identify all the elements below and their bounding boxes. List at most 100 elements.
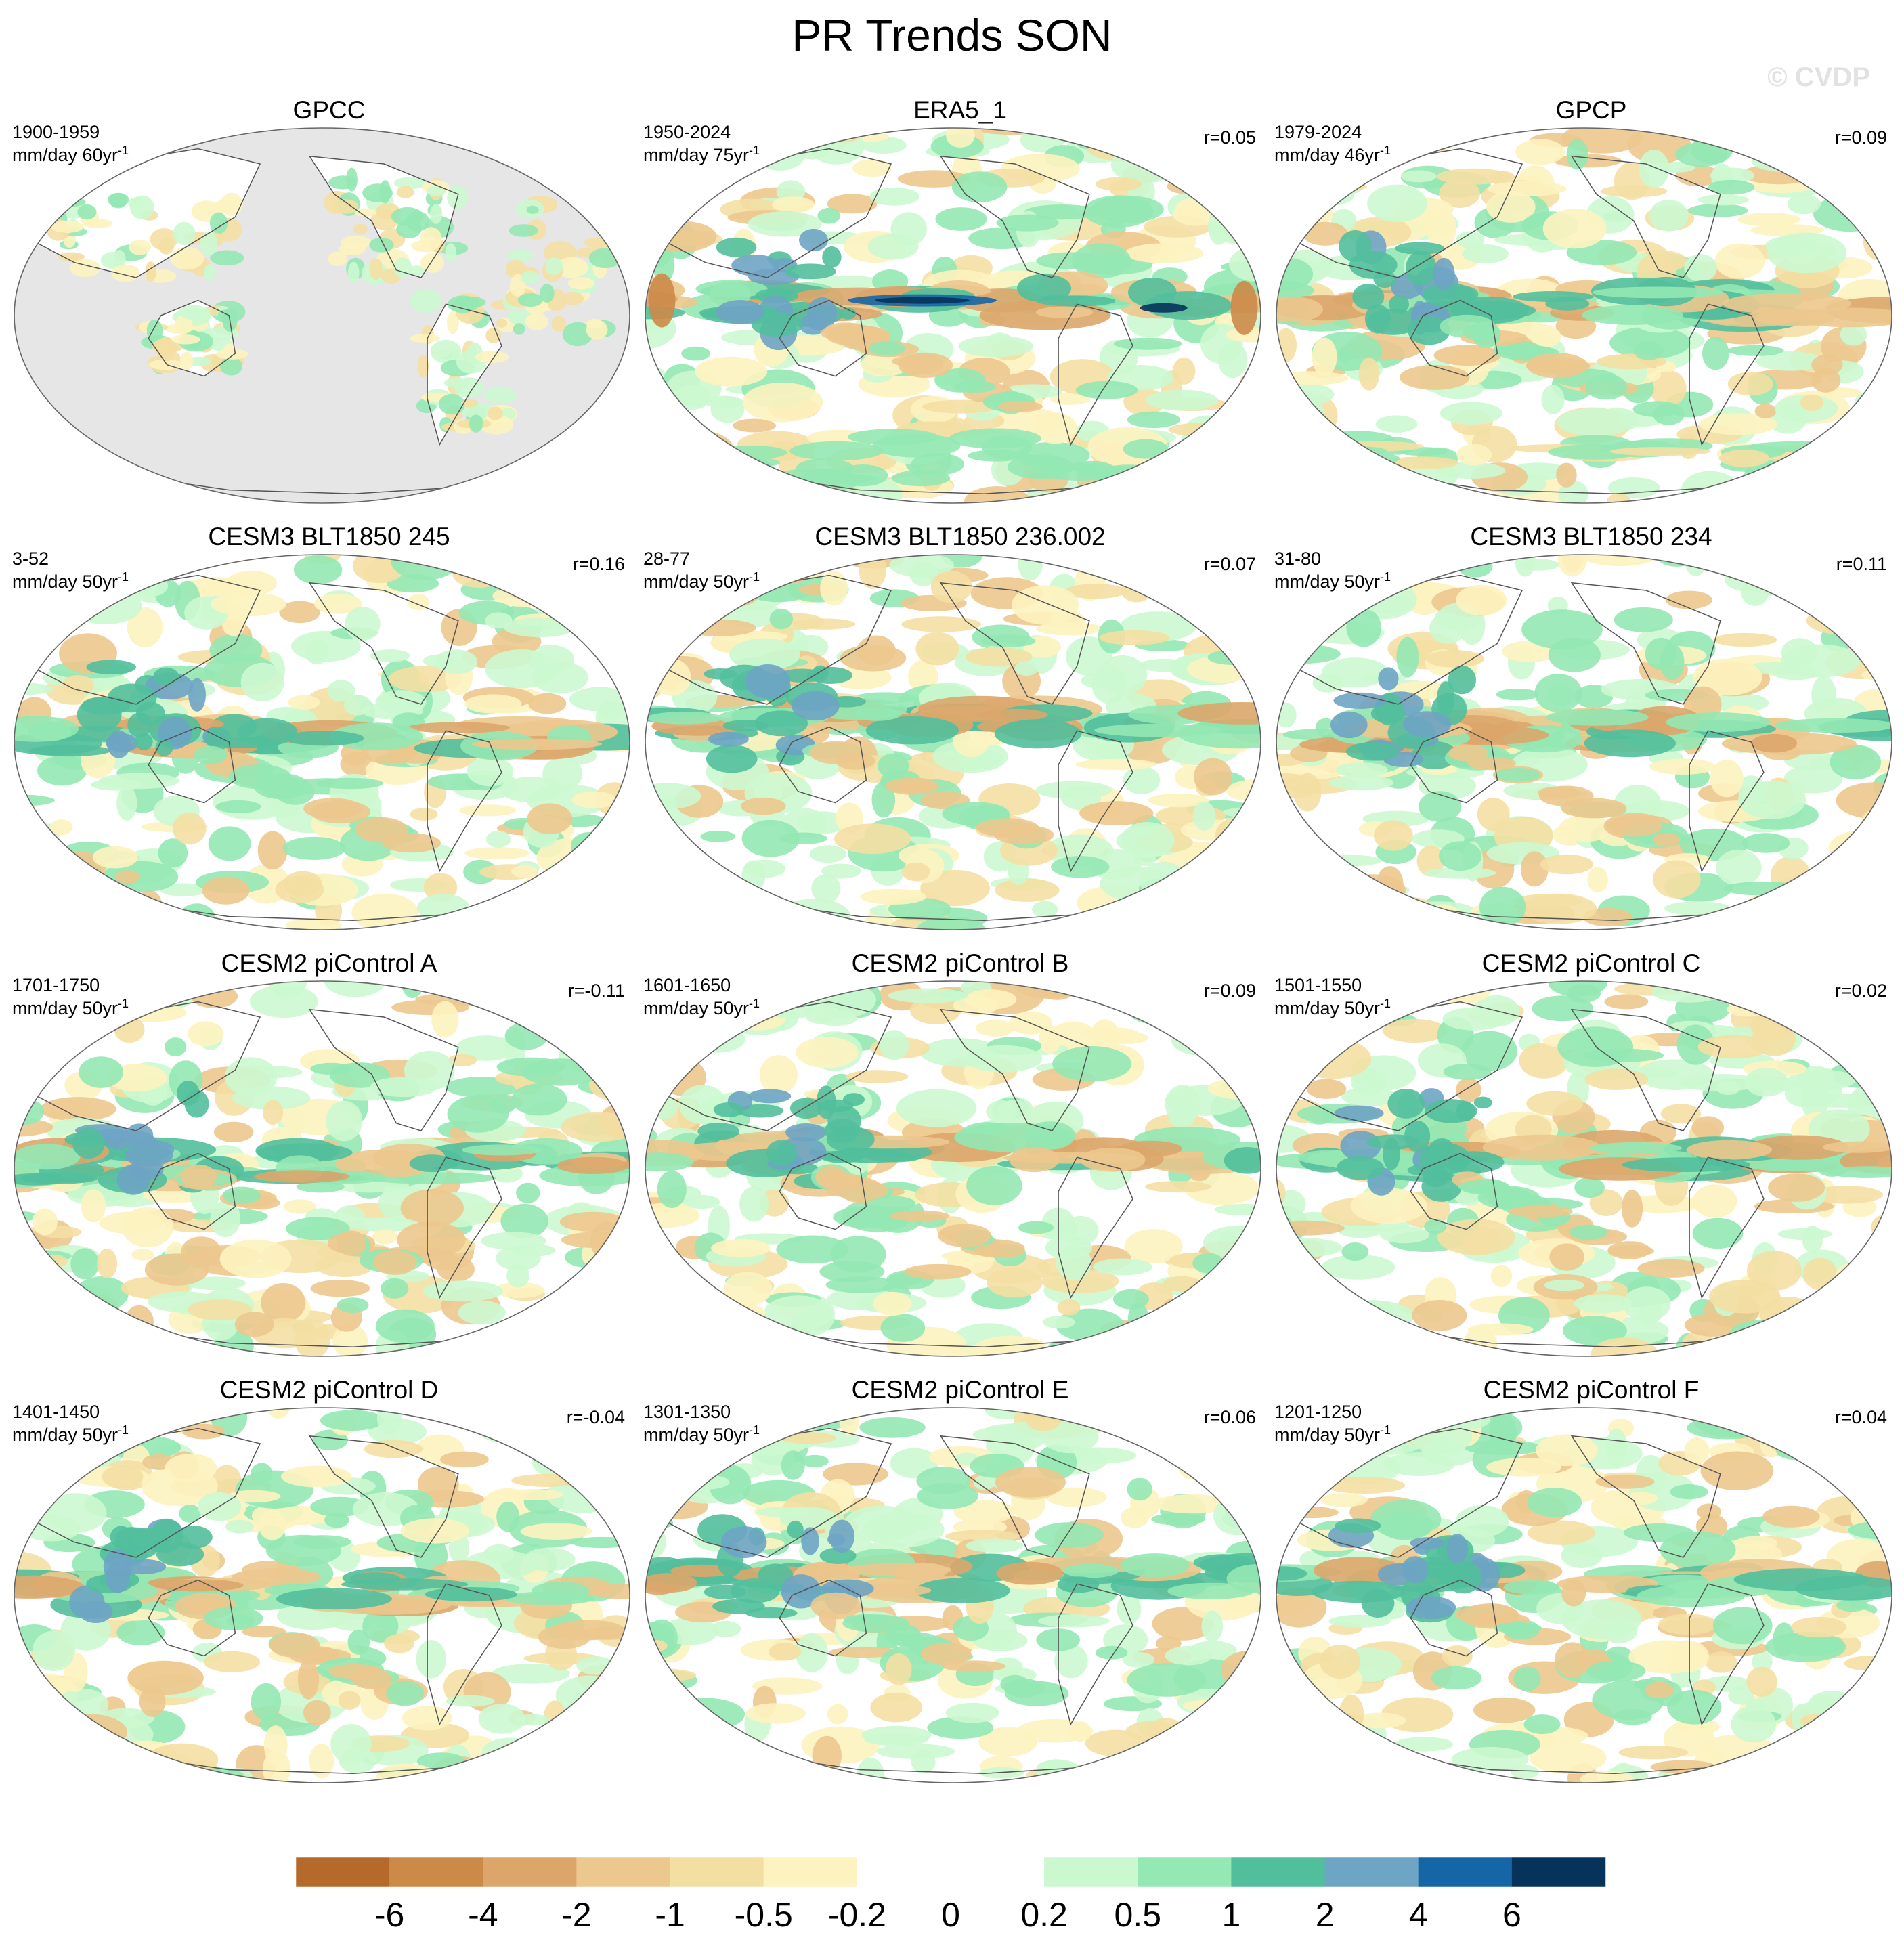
trend-cell xyxy=(1345,742,1400,761)
trend-cell xyxy=(868,341,905,356)
trend-cell xyxy=(889,554,955,578)
trend-cell xyxy=(349,1572,401,1585)
trend-cell xyxy=(225,570,277,596)
trend-cell xyxy=(557,1156,630,1174)
trend-cell xyxy=(127,607,163,648)
trend-cell xyxy=(1121,822,1175,859)
trend-cell xyxy=(369,237,394,253)
trend-cell xyxy=(1727,345,1784,356)
trend-cell xyxy=(1009,1147,1060,1173)
trend-cell xyxy=(276,1588,392,1610)
trend-cell xyxy=(1549,1243,1584,1271)
trend-cell xyxy=(330,1724,372,1764)
colorbar-tick-label: -0.5 xyxy=(735,1896,793,1934)
trend-cell xyxy=(1419,791,1462,822)
trend-cell xyxy=(571,791,618,808)
panel-correlation: r=-0.11 xyxy=(567,980,625,1001)
trend-cell xyxy=(222,1186,261,1205)
trend-cell xyxy=(1412,1300,1467,1331)
trend-cell xyxy=(740,797,786,815)
trend-cell xyxy=(282,836,346,860)
trend-cell xyxy=(1622,1157,1751,1172)
trend-cell xyxy=(294,1319,331,1356)
trend-cell xyxy=(1346,608,1381,647)
trend-cell xyxy=(1098,655,1148,695)
trend-cell xyxy=(1800,394,1823,411)
trend-cell xyxy=(242,1626,286,1638)
trend-cell xyxy=(251,1683,282,1721)
trend-cell xyxy=(478,1704,525,1734)
trend-cell xyxy=(200,231,218,256)
trend-cell xyxy=(930,571,972,603)
trend-cell xyxy=(776,1235,848,1264)
trend-cell xyxy=(994,719,1082,749)
trend-cell xyxy=(210,1200,241,1238)
trend-cell xyxy=(814,1010,858,1026)
trend-cell xyxy=(1622,1286,1671,1322)
colorbar-tick-label: -2 xyxy=(561,1896,591,1934)
trend-cell xyxy=(1383,1019,1448,1043)
trend-cell xyxy=(194,745,228,764)
trend-cell xyxy=(400,1189,464,1227)
trend-cell xyxy=(1746,1666,1777,1697)
colorbar-box xyxy=(576,1857,670,1887)
trend-cell xyxy=(224,1057,278,1096)
trend-cell xyxy=(995,1467,1066,1498)
trend-cell xyxy=(1606,815,1663,837)
trend-cell xyxy=(37,756,87,786)
trend-cell xyxy=(511,865,538,878)
panel-units-text: mm/day 50yr xyxy=(12,998,118,1018)
trend-cell xyxy=(355,817,408,843)
trend-cell xyxy=(1781,644,1861,678)
trend-cell xyxy=(309,1744,334,1779)
panel-units-text: mm/day 50yr xyxy=(643,571,750,592)
panel-units-text: mm/day 50yr xyxy=(1274,998,1381,1018)
trend-cell xyxy=(821,863,861,879)
trend-cell xyxy=(586,318,603,329)
panel-period: 1701-1750 xyxy=(12,975,100,995)
trend-cell xyxy=(1777,1228,1832,1240)
trend-cell xyxy=(1513,1666,1541,1691)
trend-cell xyxy=(173,221,196,245)
trend-cell xyxy=(796,1633,828,1672)
trend-cell xyxy=(1276,1566,1307,1581)
panel-title: CESM2 piControl B xyxy=(851,949,1069,977)
trend-cell xyxy=(1508,1205,1573,1217)
trend-cell xyxy=(464,694,522,714)
trend-cell xyxy=(1804,1093,1884,1108)
trend-cell xyxy=(1520,851,1549,887)
trend-cell xyxy=(922,399,999,414)
trend-cell xyxy=(758,1563,793,1586)
trend-cell xyxy=(62,675,94,695)
trend-cell xyxy=(1404,1120,1431,1152)
colorbar-frame xyxy=(295,1857,1606,1888)
panel-correlation: r=0.04 xyxy=(1834,1407,1887,1427)
trend-cell xyxy=(338,1691,361,1710)
trend-cell xyxy=(481,1232,546,1250)
trend-cell xyxy=(517,293,544,307)
trend-cell xyxy=(337,1297,369,1313)
trend-cell xyxy=(964,1045,1043,1073)
panel-units: mm/day 50yr-1 xyxy=(1274,1423,1391,1446)
trend-cell xyxy=(1396,636,1419,678)
coastline xyxy=(779,1579,867,1657)
trend-cell xyxy=(1433,345,1502,366)
trend-cell xyxy=(283,1199,316,1214)
panel-units: mm/day 50yr-1 xyxy=(12,1423,129,1446)
trend-cell xyxy=(567,277,594,290)
trend-cell xyxy=(475,351,509,363)
trend-cell xyxy=(681,346,711,361)
map-border xyxy=(14,980,630,1357)
trend-cell xyxy=(1744,1067,1789,1097)
trend-cell xyxy=(1482,1134,1601,1161)
trend-cell xyxy=(1145,1181,1211,1193)
map-border xyxy=(14,1407,630,1783)
trend-cell xyxy=(494,1282,545,1299)
trend-cell xyxy=(1201,1610,1224,1642)
trend-cell xyxy=(438,393,465,415)
trend-cell xyxy=(1519,1043,1569,1079)
trend-cell xyxy=(280,1465,352,1488)
coastline xyxy=(308,582,459,705)
trend-cell xyxy=(425,1587,518,1602)
